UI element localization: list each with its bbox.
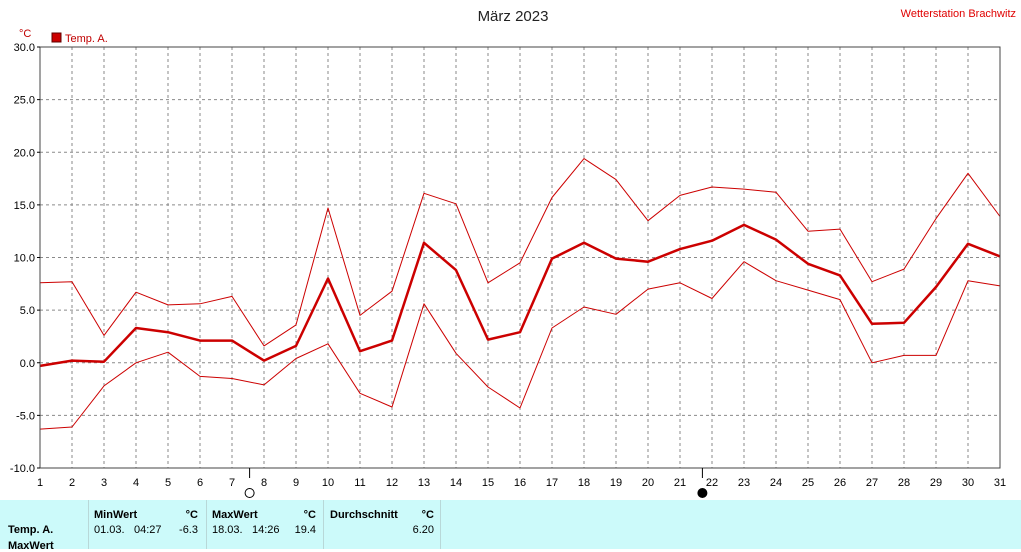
x-tick-label: 14: [450, 477, 462, 489]
y-tick-label: 10.0: [14, 253, 35, 265]
min-date: 01.03.: [94, 524, 125, 536]
series-lines: [39, 158, 1001, 430]
y-axis-ticks: -10.0 -5.0 0.0 5.0 10.0 15.0 20.0 25.0 30.0: [10, 42, 40, 475]
legend-label: Temp. A.: [65, 33, 108, 45]
stats-separator: [206, 500, 207, 549]
x-tick-label: 19: [610, 477, 622, 489]
avg-value: 6.20: [412, 524, 434, 536]
max-time: 14:26: [252, 524, 280, 536]
min-unit: °C: [185, 509, 198, 521]
y-tick-label: -10.0: [10, 463, 35, 475]
max-unit: °C: [303, 509, 316, 521]
max-header: MaxWert: [212, 509, 258, 521]
x-tick-label: 20: [642, 477, 654, 489]
stats-separator: [88, 500, 89, 549]
x-tick-label: 30: [962, 477, 974, 489]
stats-separator: [323, 500, 324, 549]
stats-avg-cell: Durchschnitt °C 6.20: [324, 500, 440, 549]
stats-row-label-cell: Temp. A. MaxWert: [0, 500, 88, 552]
series-line-avg: [39, 223, 1001, 368]
stats-row-label: Temp. A.: [8, 524, 54, 536]
x-tick-label: 2: [69, 477, 75, 489]
x-tick-label: 1: [37, 477, 43, 489]
x-tick-label: 22: [706, 477, 718, 489]
new-moon-icon: [697, 488, 708, 498]
x-axis-ticks: 1 2 3 4 5 6 7 8 9 10 11 12 13 14 15 16 17 18 19 20 21 22 23 24 2…: [37, 477, 1006, 489]
y-tick-label: 0.0: [20, 358, 35, 370]
temperature-chart: März 2023 Wetterstation Brachwitz °C Tem…: [10, 8, 1016, 498]
chart-title: März 2023: [478, 8, 549, 25]
x-tick-label: 21: [674, 477, 686, 489]
legend-swatch: [51, 32, 62, 43]
stats-separator: [440, 500, 441, 549]
stats-min-cell: MinWert °C 01.03. 04:27 -6.3: [89, 500, 206, 549]
x-tick-label: 6: [197, 477, 203, 489]
grid-lines: [40, 47, 1000, 468]
y-tick-label: 20.0: [14, 147, 35, 159]
x-tick-label: 31: [994, 477, 1006, 489]
x-tick-label: 8: [261, 477, 267, 489]
y-tick-label: -5.0: [16, 410, 35, 422]
max-date: 18.03.: [212, 524, 243, 536]
full-moon-icon: [244, 488, 255, 498]
x-tick-label: 28: [898, 477, 910, 489]
avg-header: Durchschnitt: [330, 509, 398, 521]
min-time: 04:27: [134, 524, 162, 536]
x-tick-label: 27: [866, 477, 878, 489]
series-line-max: [39, 158, 1001, 347]
x-tick-label: 12: [386, 477, 398, 489]
x-tick-label: 25: [802, 477, 814, 489]
min-header: MinWert: [94, 509, 138, 521]
series-line-min: [39, 261, 1001, 430]
avg-unit: °C: [421, 509, 434, 521]
x-tick-label: 10: [322, 477, 334, 489]
max-value: 19.4: [294, 524, 316, 536]
station-name: Wetterstation Brachwitz: [901, 8, 1016, 20]
x-tick-label: 15: [482, 477, 494, 489]
x-tick-label: 26: [834, 477, 846, 489]
y-tick-label: 15.0: [14, 200, 35, 212]
min-value: -6.3: [179, 524, 198, 536]
x-tick-label: 3: [101, 477, 107, 489]
x-tick-label: 7: [229, 477, 235, 489]
x-tick-label: 17: [546, 477, 558, 489]
x-tick-label: 11: [354, 477, 365, 489]
x-tick-label: 4: [133, 477, 139, 489]
y-tick-label: 25.0: [14, 95, 35, 107]
x-tick-label: 9: [293, 477, 299, 489]
y-tick-label: 5.0: [20, 305, 35, 317]
stats-row-label-2: MaxWert: [8, 540, 54, 552]
x-tick-label: 16: [514, 477, 526, 489]
x-tick-label: 23: [738, 477, 750, 489]
x-tick-label: 13: [418, 477, 430, 489]
x-tick-label: 18: [578, 477, 590, 489]
x-tick-label: 24: [770, 477, 782, 489]
x-tick-label: 5: [165, 477, 171, 489]
y-tick-label: 30.0: [14, 42, 35, 54]
statistics-table: Temp. A. MaxWert MinWert °C 01.03. 04:27…: [0, 500, 1021, 552]
x-tick-label: 29: [930, 477, 942, 489]
moon-phase-markers: [244, 468, 708, 498]
stats-max-cell: MaxWert °C 18.03. 14:26 19.4: [207, 500, 323, 549]
y-unit-label: °C: [19, 28, 31, 40]
